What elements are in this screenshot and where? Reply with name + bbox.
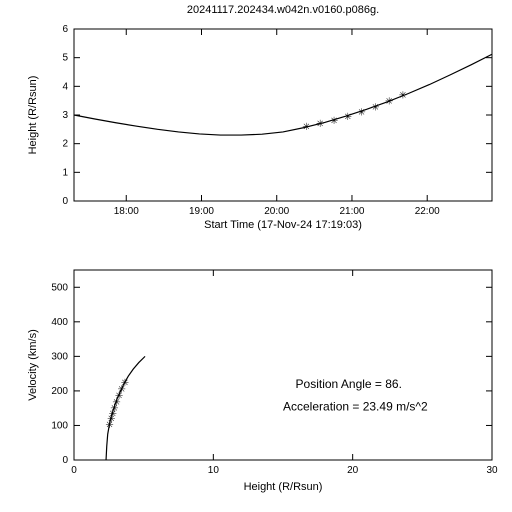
svg-text:20:00: 20:00 — [264, 206, 289, 217]
svg-text:20: 20 — [347, 465, 359, 476]
svg-text:✳: ✳ — [121, 375, 129, 390]
svg-text:19:00: 19:00 — [189, 206, 214, 217]
svg-text:10: 10 — [208, 465, 220, 476]
svg-text:300: 300 — [51, 351, 68, 362]
svg-text:✳: ✳ — [330, 113, 338, 128]
top-markers: ✳ ✳ ✳ ✳ ✳ ✳ ✳ ✳ — [302, 87, 407, 134]
svg-text:Position Angle = 86.: Position Angle = 86. — [296, 377, 402, 391]
bottom-y-ticks: 0 100 200 300 400 500 — [51, 282, 492, 466]
figure-title: 20241117.202434.w042n.v0160.p086g. — [187, 4, 379, 16]
svg-text:400: 400 — [51, 317, 68, 328]
svg-text:3: 3 — [62, 110, 68, 121]
svg-text:1: 1 — [62, 167, 68, 178]
svg-text:18:00: 18:00 — [114, 206, 139, 217]
svg-text:200: 200 — [51, 386, 68, 397]
svg-text:4: 4 — [62, 81, 68, 92]
bottom-x-label: Height (R/Rsun) — [244, 481, 323, 493]
svg-text:✳: ✳ — [302, 119, 310, 134]
top-y-ticks: 0 1 2 3 4 5 6 — [62, 24, 492, 207]
svg-text:30: 30 — [486, 465, 498, 476]
svg-text:2: 2 — [62, 139, 68, 150]
svg-text:22:00: 22:00 — [415, 206, 440, 217]
svg-text:✳: ✳ — [371, 99, 379, 114]
top-plot-box — [74, 29, 492, 201]
top-y-label: Height (R/Rsun) — [27, 76, 39, 155]
svg-text:✳: ✳ — [358, 105, 366, 120]
bottom-chart: 0 100 200 300 400 500 0 10 20 30 Velocity (km/s)… — [27, 270, 498, 493]
svg-text:0: 0 — [71, 465, 77, 476]
top-chart: 0 1 2 3 4 5 6 18:00 19:00 20:00 21:00 22:00 Height… — [27, 24, 492, 231]
bottom-y-label: Velocity (km/s) — [27, 329, 39, 401]
svg-text:100: 100 — [51, 420, 68, 431]
svg-text:✳: ✳ — [399, 87, 407, 102]
top-curve — [74, 54, 492, 135]
svg-text:Acceleration = 23.49 m/s^2: Acceleration = 23.49 m/s^2 — [283, 400, 428, 414]
svg-text:21:00: 21:00 — [339, 206, 364, 217]
svg-text:✳: ✳ — [316, 116, 324, 131]
svg-text:500: 500 — [51, 282, 68, 293]
figure: 20241117.202434.w042n.v0160.p086g. 0 1 2 3 4… — [0, 0, 512, 512]
svg-text:✳: ✳ — [344, 109, 352, 124]
bottom-annotations: Position Angle = 86. Acceleration = 23.49… — [283, 377, 428, 414]
svg-text:✳: ✳ — [385, 94, 393, 109]
svg-text:5: 5 — [62, 53, 68, 64]
svg-text:6: 6 — [62, 24, 68, 35]
top-x-label: Start Time (17-Nov-24 17:19:03) — [204, 219, 362, 231]
bottom-markers: ✳✳✳✳✳✳✳✳ — [106, 375, 129, 432]
bottom-x-ticks: 0 10 20 30 — [71, 270, 498, 476]
top-x-ticks: 18:00 19:00 20:00 21:00 22:00 — [114, 29, 440, 217]
svg-text:0: 0 — [62, 196, 68, 207]
svg-text:0: 0 — [62, 455, 68, 466]
